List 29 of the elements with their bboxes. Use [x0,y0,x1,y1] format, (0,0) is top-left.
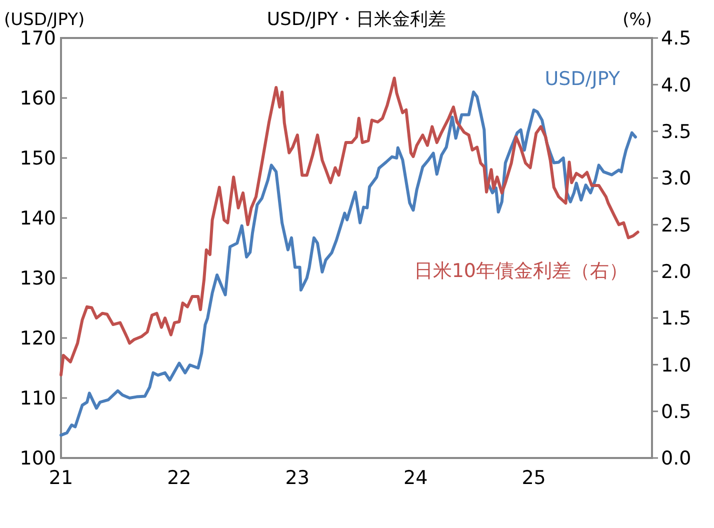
y2-tick-label: 1.0 [661,354,692,376]
y-axis-title: (USD/JPY) [4,10,85,30]
y2-tick-label: 2.0 [661,260,692,283]
x-tick-label: 25 [522,467,546,489]
y2-tick-label: 4.5 [661,28,692,50]
y2-tick-label: 2.5 [661,214,692,236]
line-series [60,90,637,437]
y-tick-label: 160 [20,88,56,110]
y2-tick-label: 3.0 [661,168,692,190]
y-tick-label: 120 [20,328,56,350]
x-tick-label: 24 [404,467,428,489]
x-tick-label: 22 [167,467,192,489]
y2-tick-label: 3.5 [661,120,692,143]
series-label: 日米10年債金利差（右） [414,260,628,282]
y2-tick-label: 0.0 [661,448,692,470]
y-tick-label: 170 [20,28,56,50]
y-tick-label: 140 [20,208,56,230]
x-tick-label: 23 [285,467,310,489]
y-tick-label: 130 [20,268,56,290]
y-tick-label: 110 [20,388,56,410]
y-tick-label: 150 [20,148,56,170]
y-tick-label: 100 [20,448,56,470]
x-tick-label: 21 [48,467,74,489]
y2-tick-label: 4.0 [661,74,692,96]
y2-tick-label: 0.5 [661,400,692,423]
y2-tick-label: 1.5 [661,308,692,330]
y2-axis-title: (%) [622,10,652,30]
series-label: USD/JPY [544,68,620,90]
chart-title: USD/JPY・日米金利差 [266,9,446,30]
